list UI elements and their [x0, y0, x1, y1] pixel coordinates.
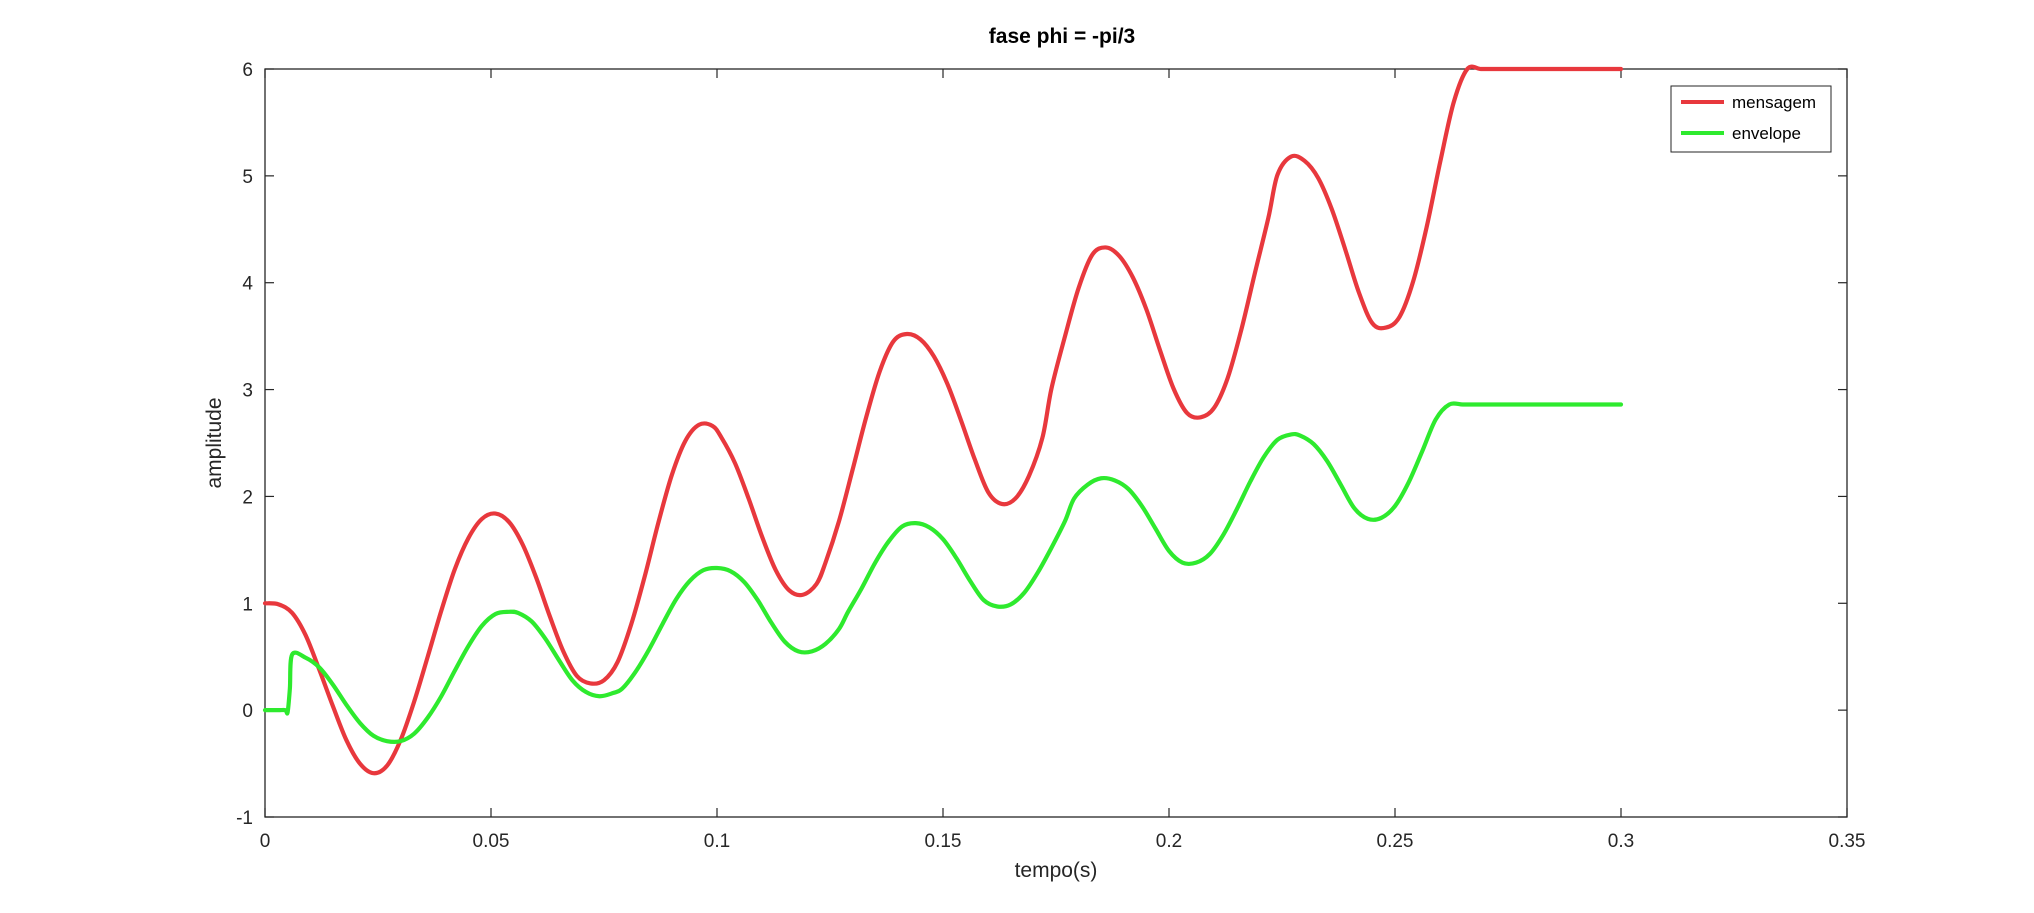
y-tick-label: 3	[242, 381, 253, 402]
y-tick-labels: -1 0 1 2 3 4 5 6	[236, 60, 253, 829]
legend-label-mensagem: mensagem	[1732, 93, 1816, 112]
y-tick-label: 0	[242, 701, 253, 722]
x-tick-label: 0.15	[925, 831, 962, 852]
series-line-mensagem	[262, 64, 1624, 776]
x-tick-label: 0.25	[1377, 831, 1414, 852]
x-tick-label: 0.1	[704, 831, 730, 852]
y-tick-label: 1	[242, 594, 253, 615]
y-tick-label: 6	[242, 60, 253, 81]
series-lines	[262, 64, 1624, 776]
y-tick-label: 2	[242, 487, 253, 508]
tick-marks	[264, 68, 1848, 818]
x-tick-label: 0.3	[1608, 831, 1634, 852]
x-tick-label: 0.2	[1156, 831, 1182, 852]
y-axis-label: amplitude	[203, 397, 226, 488]
x-tick-label: 0	[260, 831, 271, 852]
chart-title: fase phi = -pi/3	[989, 25, 1135, 48]
legend: mensagem envelope	[1670, 85, 1832, 153]
x-tick-label: 0.05	[473, 831, 510, 852]
x-tick-label: 0.35	[1829, 831, 1866, 852]
legend-box	[1670, 85, 1832, 153]
legend-label-envelope: envelope	[1732, 124, 1801, 143]
y-tick-label: -1	[236, 808, 253, 829]
y-tick-label: 5	[242, 167, 253, 188]
x-axis-label: tempo(s)	[1015, 859, 1098, 882]
y-tick-label: 4	[242, 274, 253, 295]
series-line-envelope	[262, 401, 1624, 745]
plot-area	[264, 68, 1848, 818]
x-tick-labels: 0 0.05 0.1 0.15 0.2 0.25 0.3 0.35	[260, 831, 1866, 852]
